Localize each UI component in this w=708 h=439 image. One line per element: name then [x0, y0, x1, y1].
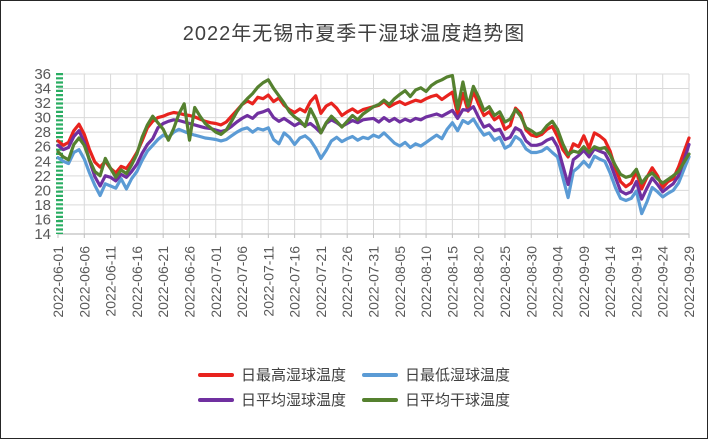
- y-axis-label: 36: [34, 66, 51, 83]
- y-axis-label: 14: [34, 226, 51, 243]
- y-axis-label: 24: [34, 153, 51, 170]
- x-axis-label: 2022-06-01: [50, 246, 66, 318]
- x-axis-label: 2022-09-29: [681, 246, 697, 318]
- legend-item-max-wet-bulb: 日最高湿球温度: [197, 364, 346, 385]
- x-axis-label: 2022-07-31: [366, 246, 382, 318]
- x-axis-label: 2022-09-09: [576, 246, 592, 318]
- x-axis-label: 2022-06-06: [76, 246, 92, 318]
- y-axis-label: 16: [34, 211, 51, 228]
- x-axis-label: 2022-09-24: [655, 246, 671, 318]
- series-line-min-wet-bulb: [56, 117, 691, 216]
- x-axis-label: 2022-06-21: [155, 246, 171, 318]
- legend-swatch-max-wet-bulb: [197, 372, 234, 377]
- x-axis-label: 2022-08-30: [523, 246, 539, 318]
- x-axis-label: 2022-08-15: [444, 246, 460, 318]
- y-axis-label: 32: [34, 95, 51, 112]
- x-axis-label: 2022-07-21: [313, 246, 329, 318]
- legend-item-min-wet-bulb: 日最低湿球温度: [362, 364, 510, 385]
- y-axis-label: 20: [34, 182, 51, 199]
- legend-label: 日最低湿球温度: [405, 367, 511, 384]
- y-axis-label: 22: [34, 168, 51, 185]
- x-axis-label: 2022-09-19: [628, 246, 644, 318]
- y-axis-label: 26: [34, 139, 51, 156]
- x-axis-label: 2022-08-25: [497, 246, 513, 318]
- y-axis-label: 30: [34, 110, 51, 127]
- x-axis-label: 2022-06-16: [129, 246, 145, 318]
- legend-row: 日平均湿球温度 日平均干球温度: [197, 389, 510, 410]
- y-axis-label: 28: [34, 124, 51, 141]
- x-axis-label: 2022-07-01: [208, 246, 224, 318]
- legend-label: 日最高湿球温度: [240, 367, 346, 384]
- x-axis-label: 2022-09-14: [602, 246, 618, 318]
- x-axis-label: 2022-07-06: [234, 246, 250, 318]
- chart-title: 2022年无锡市夏季干湿球温度趋势图: [182, 23, 526, 45]
- x-axis-labels: 2022-06-01 2022-06-06 2022-06-11 2022-06-16…: [50, 246, 697, 318]
- x-axis-label: 2022-08-05: [392, 246, 408, 318]
- series-line-avg-dry-bulb: [56, 73, 691, 185]
- legend: 日最高湿球温度 日最低湿球温度日平均湿球温度 日平均干球温度: [1, 364, 707, 410]
- x-axis-label: 2022-06-11: [103, 246, 119, 317]
- legend-swatch-avg-wet-bulb: [197, 397, 234, 402]
- x-axis-label: 2022-08-20: [471, 246, 487, 318]
- x-axis-label: 2022-08-10: [418, 246, 434, 318]
- y-axis-label: 18: [34, 197, 51, 214]
- y-axis-label: 34: [34, 81, 51, 98]
- legend-row: 日最高湿球温度 日最低湿球温度: [197, 364, 510, 385]
- legend-swatch-avg-dry-bulb: [362, 397, 398, 402]
- legend-item-avg-dry-bulb: 日平均干球温度: [362, 389, 510, 410]
- legend-item-avg-wet-bulb: 日平均湿球温度: [197, 389, 346, 410]
- x-axis-label: 2022-07-26: [339, 246, 355, 318]
- legend-swatch-min-wet-bulb: [362, 372, 398, 377]
- x-axis-label: 2022-06-26: [181, 246, 197, 318]
- x-axis-label: 2022-09-04: [550, 246, 566, 318]
- legend-label: 日平均干球温度: [405, 392, 511, 409]
- x-axis-label: 2022-07-11: [260, 246, 276, 317]
- series-line-avg-wet-bulb: [56, 105, 691, 201]
- legend-label: 日平均湿球温度: [240, 392, 346, 409]
- x-axis-label: 2022-07-16: [287, 246, 303, 318]
